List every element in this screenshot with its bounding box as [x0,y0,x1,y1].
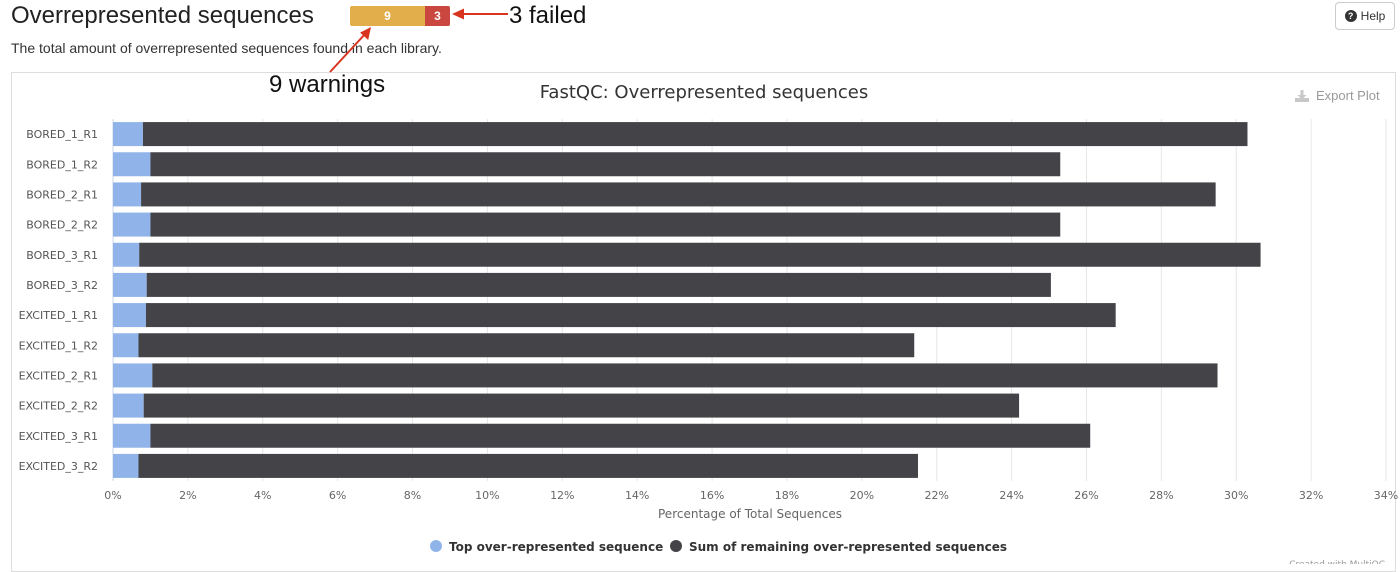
x-tick-label: 20% [850,489,874,502]
category-label: BORED_3_R2 [26,279,98,292]
x-tick-label: 10% [475,489,499,502]
bar-remaining-sequences [150,212,1061,237]
x-tick-label: 34% [1374,489,1398,502]
bar-top-sequence [113,182,142,207]
x-tick-label: 8% [404,489,421,502]
x-tick-label: 0% [104,489,121,502]
legend-label: Sum of remaining over-represented sequen… [689,540,1007,554]
bar-top-sequence [113,333,139,358]
x-tick-label: 26% [1074,489,1098,502]
chart-credit: Created with MultiQC [1289,560,1385,564]
section-title: Overrepresented sequences [11,2,314,29]
bar-remaining-sequences [142,122,1248,147]
bar-remaining-sequences [139,242,1261,267]
category-label: BORED_1_R1 [26,128,98,141]
download-icon [1295,89,1309,102]
category-label: EXCITED_1_R2 [19,339,98,352]
bar-remaining-sequences [150,423,1091,448]
bar-top-sequence [113,423,151,448]
x-tick-label: 22% [924,489,948,502]
bar-remaining-sequences [141,182,1216,207]
category-label: EXCITED_2_R2 [19,400,98,413]
bar-remaining-sequences [143,393,1020,418]
help-button[interactable]: ? Help [1335,2,1395,30]
category-label: BORED_2_R2 [26,219,98,232]
bar-top-sequence [113,242,140,267]
x-tick-label: 24% [999,489,1023,502]
bar-remaining-sequences [138,453,918,478]
category-label: BORED_1_R2 [26,158,98,171]
x-tick-label: 6% [329,489,346,502]
bar-remaining-sequences [150,152,1061,177]
bar-top-sequence [113,453,139,478]
x-tick-label: 18% [775,489,799,502]
x-tick-label: 30% [1224,489,1248,502]
bar-top-sequence [113,393,144,418]
category-label: BORED_3_R1 [26,249,98,262]
export-plot-button[interactable]: Export Plot [1294,88,1380,103]
bar-remaining-sequences [145,303,1116,328]
legend-marker [430,540,442,552]
x-tick-label: 4% [254,489,271,502]
x-tick-label: 28% [1149,489,1173,502]
bar-top-sequence [113,152,151,177]
x-tick-label: 32% [1299,489,1323,502]
category-label: EXCITED_2_R1 [19,369,98,382]
bar-top-sequence [113,212,151,237]
warnings-annotation: 9 warnings [269,71,386,98]
help-label: Help [1360,9,1386,23]
bar-top-sequence [113,303,146,328]
bar-remaining-sequences [138,333,915,358]
warnings-badge[interactable]: 9 [350,6,425,26]
legend-marker [670,540,682,552]
category-label: BORED_2_R1 [26,188,98,201]
bar-top-sequence [113,363,153,388]
x-axis-label: Percentage of Total Sequences [658,507,842,521]
category-label: EXCITED_3_R1 [19,430,98,443]
bar-remaining-sequences [146,272,1051,297]
category-label: EXCITED_3_R2 [19,460,98,473]
x-tick-label: 14% [625,489,649,502]
status-bar: 9 3 [350,6,450,26]
bar-remaining-sequences [152,363,1218,388]
bar-top-sequence [113,122,143,147]
x-tick-label: 12% [550,489,574,502]
bar-top-sequence [113,272,147,297]
x-tick-label: 16% [700,489,724,502]
export-plot-label: Export Plot [1316,88,1380,103]
legend-label: Top over-represented sequence [449,540,663,554]
category-label: EXCITED_1_R1 [19,309,98,322]
failed-annotation: 3 failed [509,2,587,29]
chart-title: FastQC: Overrepresented sequences [540,82,869,103]
x-tick-label: 2% [179,489,196,502]
question-icon: ? [1344,10,1357,22]
failed-badge[interactable]: 3 [425,6,450,26]
